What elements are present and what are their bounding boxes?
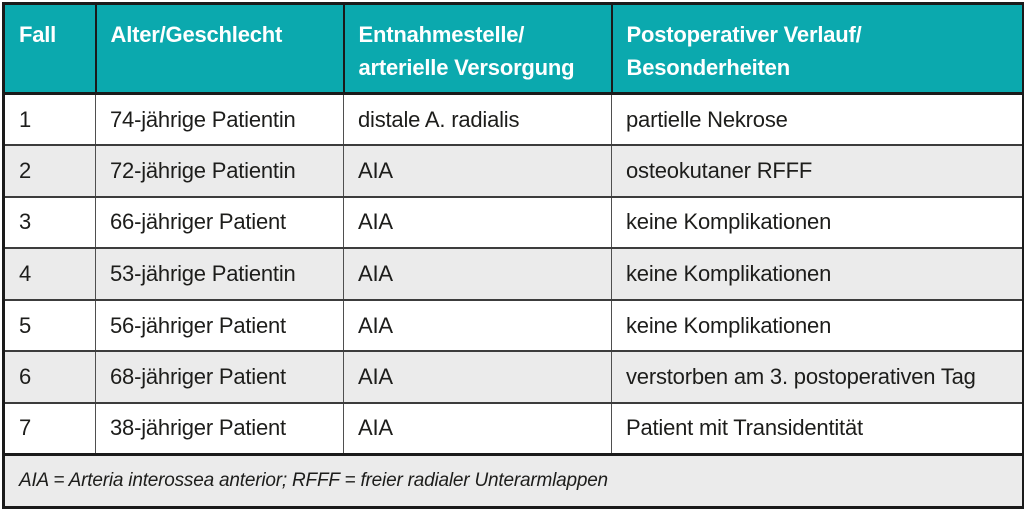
col-header-alter-geschlecht: Alter/Geschlecht xyxy=(94,2,345,95)
cell-alter-geschlecht: 56-jähriger Patient xyxy=(95,298,344,353)
table-header: Fall Alter/Geschlecht Entnahmestelle/ ar… xyxy=(2,2,1024,95)
col-header-entnahmestelle: Entnahmestelle/ arterielle Versorgung xyxy=(342,2,613,95)
cell-verlauf: verstorben am 3. postoperativen Tag xyxy=(611,350,1024,404)
col-header-label-line2: Besonderheiten xyxy=(626,55,791,80)
cell-fall: 4 xyxy=(3,247,96,301)
table-row-3: 3 66-jähriger Patient AIA keine Komplika… xyxy=(3,195,1024,250)
cell-entnahmestelle: AIA xyxy=(343,195,612,250)
footnote: AIA = Arteria interossea anterior; RFFF … xyxy=(3,453,1024,508)
table-row-4: 4 53-jährige Patientin AIA keine Komplik… xyxy=(3,247,1024,301)
cell-fall: 5 xyxy=(3,298,96,353)
cell-entnahmestelle: AIA xyxy=(343,401,612,456)
table-body: 1 74-jährige Patientin distale A. radial… xyxy=(3,92,1024,456)
cell-entnahmestelle: AIA xyxy=(343,144,612,198)
col-header-label-line2: arterielle Versorgung xyxy=(358,55,575,80)
cell-entnahmestelle: AIA xyxy=(343,298,612,353)
cell-fall: 7 xyxy=(3,401,96,456)
col-header-label: Fall xyxy=(19,22,57,47)
table-row-7: 7 38-jähriger Patient AIA Patient mit Tr… xyxy=(3,401,1024,456)
cell-fall: 3 xyxy=(3,195,96,250)
footnote-row: AIA = Arteria interossea anterior; RFFF … xyxy=(3,453,1024,508)
cell-fall: 6 xyxy=(3,350,96,404)
cell-alter-geschlecht: 38-jähriger Patient xyxy=(95,401,344,456)
col-header-label-line1: Entnahmestelle/ xyxy=(358,22,525,47)
table-row-2: 2 72-jährige Patientin AIA osteokutaner … xyxy=(3,144,1024,198)
cell-alter-geschlecht: 66-jähriger Patient xyxy=(95,195,344,250)
cell-entnahmestelle: distale A. radialis xyxy=(343,92,612,147)
cell-verlauf: keine Komplikationen xyxy=(611,247,1024,301)
cell-alter-geschlecht: 74-jährige Patientin xyxy=(95,92,344,147)
header-row: Fall Alter/Geschlecht Entnahmestelle/ ar… xyxy=(2,2,1024,95)
cell-verlauf: Patient mit Transidentität xyxy=(611,401,1024,456)
cell-verlauf: keine Komplikationen xyxy=(611,195,1024,250)
cell-verlauf: keine Komplikationen xyxy=(611,298,1024,353)
cell-alter-geschlecht: 72-jährige Patientin xyxy=(95,144,344,198)
cell-entnahmestelle: AIA xyxy=(343,350,612,404)
col-header-label-line1: Postoperativer Verlauf/ xyxy=(626,22,862,47)
table-row-1: 1 74-jährige Patientin distale A. radial… xyxy=(3,92,1024,147)
cell-fall: 2 xyxy=(3,144,96,198)
cell-verlauf: osteokutaner RFFF xyxy=(611,144,1024,198)
table-footer: AIA = Arteria interossea anterior; RFFF … xyxy=(3,453,1024,508)
cell-fall: 1 xyxy=(3,92,96,147)
cell-alter-geschlecht: 68-jähriger Patient xyxy=(95,350,344,404)
table-row-6: 6 68-jähriger Patient AIA verstorben am … xyxy=(3,350,1024,404)
cell-alter-geschlecht: 53-jährige Patientin xyxy=(95,247,344,301)
col-header-postoperativer-verlauf: Postoperativer Verlauf/ Besonderheiten xyxy=(610,2,1024,95)
cell-verlauf: partielle Nekrose xyxy=(611,92,1024,147)
col-header-fall: Fall xyxy=(2,2,97,95)
col-header-label: Alter/Geschlecht xyxy=(110,22,283,47)
table-row-5: 5 56-jähriger Patient AIA keine Komplika… xyxy=(3,298,1024,353)
cell-entnahmestelle: AIA xyxy=(343,247,612,301)
